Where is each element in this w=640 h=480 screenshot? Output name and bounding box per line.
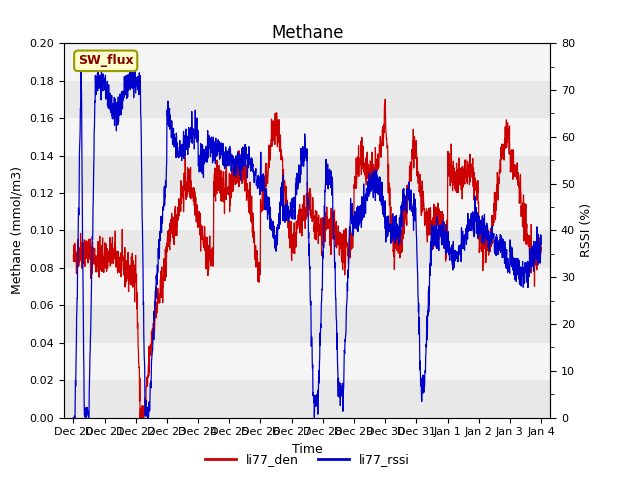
Bar	[64, 193, 550, 230]
Bar	[64, 268, 550, 305]
Y-axis label: RSSI (%): RSSI (%)	[580, 204, 593, 257]
Text: SW_flux: SW_flux	[78, 54, 134, 67]
Bar	[64, 156, 550, 193]
Bar	[64, 380, 550, 418]
Bar	[64, 43, 550, 81]
Legend: li77_den, li77_rssi: li77_den, li77_rssi	[200, 448, 415, 471]
Bar	[64, 305, 550, 343]
Bar	[64, 343, 550, 380]
Bar	[64, 230, 550, 268]
Bar	[64, 118, 550, 156]
Y-axis label: Methane (mmol/m3): Methane (mmol/m3)	[11, 167, 24, 294]
Title: Methane: Methane	[271, 24, 344, 42]
X-axis label: Time: Time	[292, 443, 323, 456]
Bar	[64, 81, 550, 118]
